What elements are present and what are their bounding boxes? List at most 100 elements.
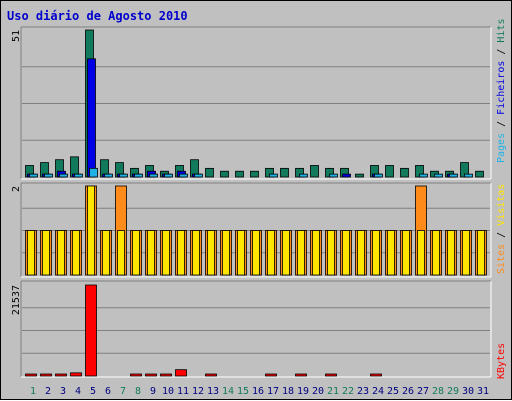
kbytes-bar-day-1 [25,373,37,377]
hits-bar-day-23 [355,173,364,178]
visits-bar-day-6 [102,230,110,276]
day-label-11: 11 [177,386,189,397]
hits-bar-day-26 [400,167,409,178]
visits-bar-day-21 [327,230,335,276]
day-label-26: 26 [402,386,414,397]
visits-bar-day-31 [477,230,485,276]
visits-bar-day-9 [147,230,155,276]
kbytes-bar-day-17 [265,373,277,377]
day-label-10: 10 [162,386,174,397]
day-label-22: 22 [342,386,354,397]
pages-bar-day-29 [449,173,458,178]
kbytes-panel [20,280,492,378]
kbytes-bar-day-11 [175,369,187,377]
kbytes-bar-day-24 [370,373,382,377]
visits-bar-day-28 [432,230,440,276]
visits-bar-day-3 [57,230,65,276]
pages-bar-day-5 [89,167,98,178]
hits-bar-day-18 [280,167,289,178]
visits-bar-day-17 [267,230,275,276]
day-label-14: 14 [222,386,234,397]
hits-legend-separator: / [496,115,507,133]
day-label-27: 27 [417,386,429,397]
pages-bar-day-9 [149,173,158,178]
day-label-25: 25 [387,386,399,397]
day-label-15: 15 [237,386,249,397]
kbytes-legend: KBytes [496,343,507,379]
visits-bar-day-4 [72,230,80,276]
pages-bar-day-6 [104,173,113,178]
kbytes-bar-day-9 [145,373,157,377]
hits-panel [20,26,492,180]
visits-bar-day-30 [462,230,470,276]
visits-bar-day-15 [237,230,245,276]
visits-bar-day-1 [27,230,35,276]
hits-bar-day-31 [475,170,484,178]
day-label-23: 23 [357,386,369,397]
kbytes-bar-day-13 [205,373,217,377]
visits-bar-day-11 [177,230,185,276]
visits-bar-day-10 [162,230,170,276]
day-label-21: 21 [327,386,339,397]
visits-bar-day-2 [42,230,50,276]
kbytes-bar-day-3 [55,373,67,377]
visits-bar-day-27 [417,230,425,276]
pages-bar-day-10 [164,173,173,178]
pages-bar-day-27 [419,173,428,178]
visits-bar-day-7 [117,230,125,276]
day-label-28: 28 [432,386,444,397]
day-label-19: 19 [297,386,309,397]
visits-bar-day-18 [282,230,290,276]
hits-bar-day-13 [205,167,214,178]
pages-bar-day-4 [74,173,83,178]
pages-bar-day-3 [59,173,68,178]
visits-legend: Sites / Visitas [496,184,507,274]
hits-bar-day-16 [250,170,259,178]
visits-legend-separator: / [496,226,507,244]
visits-bar-day-26 [402,230,410,276]
pages-bar-day-21 [329,173,338,178]
day-label-17: 17 [267,386,279,397]
visits-bar-day-19 [297,230,305,276]
visits-legend-visitas: Visitas [496,184,507,226]
visits-bar-day-23 [357,230,365,276]
kbytes-legend-kbytes: KBytes [496,343,507,379]
day-label-4: 4 [75,386,81,397]
kbytes-bar-day-8 [130,373,142,377]
day-label-8: 8 [135,386,141,397]
pages-bar-day-7 [119,173,128,178]
day-label-5: 5 [90,386,96,397]
pages-bar-day-1 [29,173,38,178]
chart-title: Uso diário de Agosto 2010 [7,9,188,23]
day-label-2: 2 [45,386,51,397]
visits-max-label: 2 [11,186,22,192]
hits-legend-pages: Pages [496,133,507,163]
hits-legend-hits: Hits [496,18,507,42]
pages-bar-day-30 [464,173,473,178]
visits-bar-day-25 [387,230,395,276]
kbytes-bar-day-19 [295,373,307,377]
kbytes-bar-day-10 [160,373,172,377]
visits-bar-day-22 [342,230,350,276]
files-bar-day-5 [87,58,96,178]
kbytes-bar-day-2 [40,373,52,377]
files-bar-day-22 [342,173,351,178]
pages-bar-day-11 [179,173,188,178]
day-label-31: 31 [477,386,489,397]
day-label-1: 1 [30,386,36,397]
day-label-29: 29 [447,386,459,397]
hits-bar-day-25 [385,165,394,178]
hits-legend: Pages / Ficheiros / Hits [496,18,507,163]
visits-bar-day-24 [372,230,380,276]
day-label-3: 3 [60,386,66,397]
day-label-12: 12 [192,386,204,397]
pages-bar-day-24 [374,173,383,178]
day-label-9: 9 [150,386,156,397]
day-label-16: 16 [252,386,264,397]
visits-bar-day-13 [207,230,215,276]
pages-bar-day-19 [299,173,308,178]
day-label-30: 30 [462,386,474,397]
hits-bar-day-20 [310,165,319,178]
